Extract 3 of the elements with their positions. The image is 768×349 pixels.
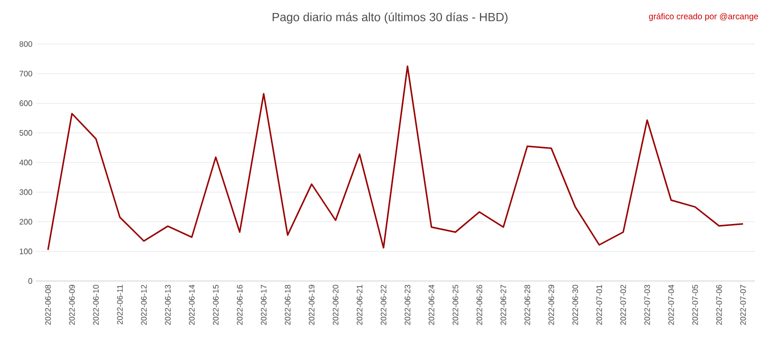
- line-series: [47, 65, 744, 251]
- text: gráfico creado por @arcange: [649, 13, 758, 21]
- chart-title: Pago diario más alto (últimos 30 días - HBD): [272, 12, 508, 24]
